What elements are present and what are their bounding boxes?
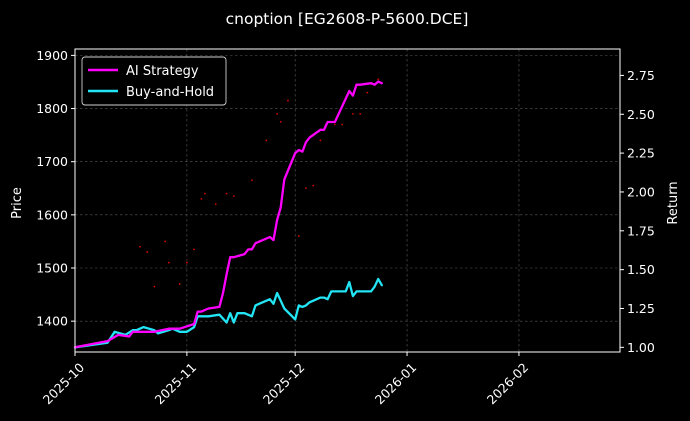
series-line-ai-strategy bbox=[73, 80, 383, 349]
legend-label-buy-and-hold: Buy-and-Hold bbox=[126, 85, 214, 100]
price-point bbox=[287, 99, 289, 102]
price-point bbox=[265, 139, 268, 142]
price-point bbox=[139, 245, 141, 248]
y-left-tick-label: 1500 bbox=[36, 261, 68, 276]
series-lines bbox=[73, 80, 383, 349]
price-point bbox=[164, 240, 167, 243]
grid bbox=[74, 49, 620, 352]
plot-frame bbox=[74, 48, 621, 353]
y-left-tick-label: 1900 bbox=[36, 48, 68, 63]
y-right-tick-label: 1.50 bbox=[627, 262, 655, 277]
y-left-tick-label: 1800 bbox=[36, 101, 68, 116]
price-point bbox=[305, 187, 307, 190]
y-right-tick-label: 1.75 bbox=[627, 223, 655, 238]
y-right-tick-label: 2.25 bbox=[627, 146, 655, 161]
price-point bbox=[352, 112, 354, 115]
price-point bbox=[333, 123, 336, 126]
price-point bbox=[377, 78, 380, 81]
y-left-tick-label: 1400 bbox=[36, 314, 68, 329]
price-point bbox=[146, 251, 149, 253]
chart-title: cnoption [EG2608-P-5600.DCE] bbox=[226, 10, 469, 28]
legend: AI Strategy Buy-and-Hold bbox=[81, 56, 227, 106]
y-right-tick-label: 2.75 bbox=[627, 68, 655, 83]
price-point bbox=[200, 198, 203, 200]
price-point bbox=[276, 112, 279, 115]
price-point bbox=[366, 91, 369, 94]
y-right-tick-label: 1.00 bbox=[627, 340, 655, 355]
legend-label-ai-strategy: AI Strategy bbox=[126, 64, 199, 79]
price-point bbox=[341, 123, 343, 126]
price-point bbox=[178, 283, 181, 285]
price-point bbox=[312, 184, 315, 187]
y-left-axis: 1400 1500 1600 1700 1800 1900 bbox=[36, 48, 75, 329]
price-point bbox=[185, 261, 188, 264]
price-point bbox=[153, 285, 156, 288]
price-point bbox=[359, 112, 362, 115]
y-right-tick-label: 2.00 bbox=[627, 184, 655, 199]
y-right-tick-label: 2.50 bbox=[627, 107, 655, 122]
price-point bbox=[297, 235, 300, 238]
y-right-tick-label: 1.25 bbox=[627, 301, 655, 316]
y-left-tick-label: 1600 bbox=[36, 207, 68, 222]
price-point bbox=[279, 120, 282, 123]
y-right-axis-label: Return bbox=[666, 181, 681, 224]
price-point bbox=[167, 261, 170, 264]
price-point bbox=[214, 203, 217, 206]
price-point bbox=[250, 179, 253, 182]
price-point bbox=[193, 248, 196, 251]
price-point bbox=[232, 195, 235, 198]
y-left-axis-label: Price bbox=[10, 187, 25, 219]
y-right-axis: 1.00 1.25 1.50 1.75 2.00 2.25 2.50 2.75 bbox=[620, 68, 655, 355]
price-points bbox=[139, 78, 380, 288]
price-point bbox=[204, 192, 206, 195]
y-left-tick-label: 1700 bbox=[36, 154, 68, 169]
price-point bbox=[225, 192, 228, 195]
series-line-buy-and-hold bbox=[73, 277, 383, 349]
price-point bbox=[319, 139, 322, 142]
